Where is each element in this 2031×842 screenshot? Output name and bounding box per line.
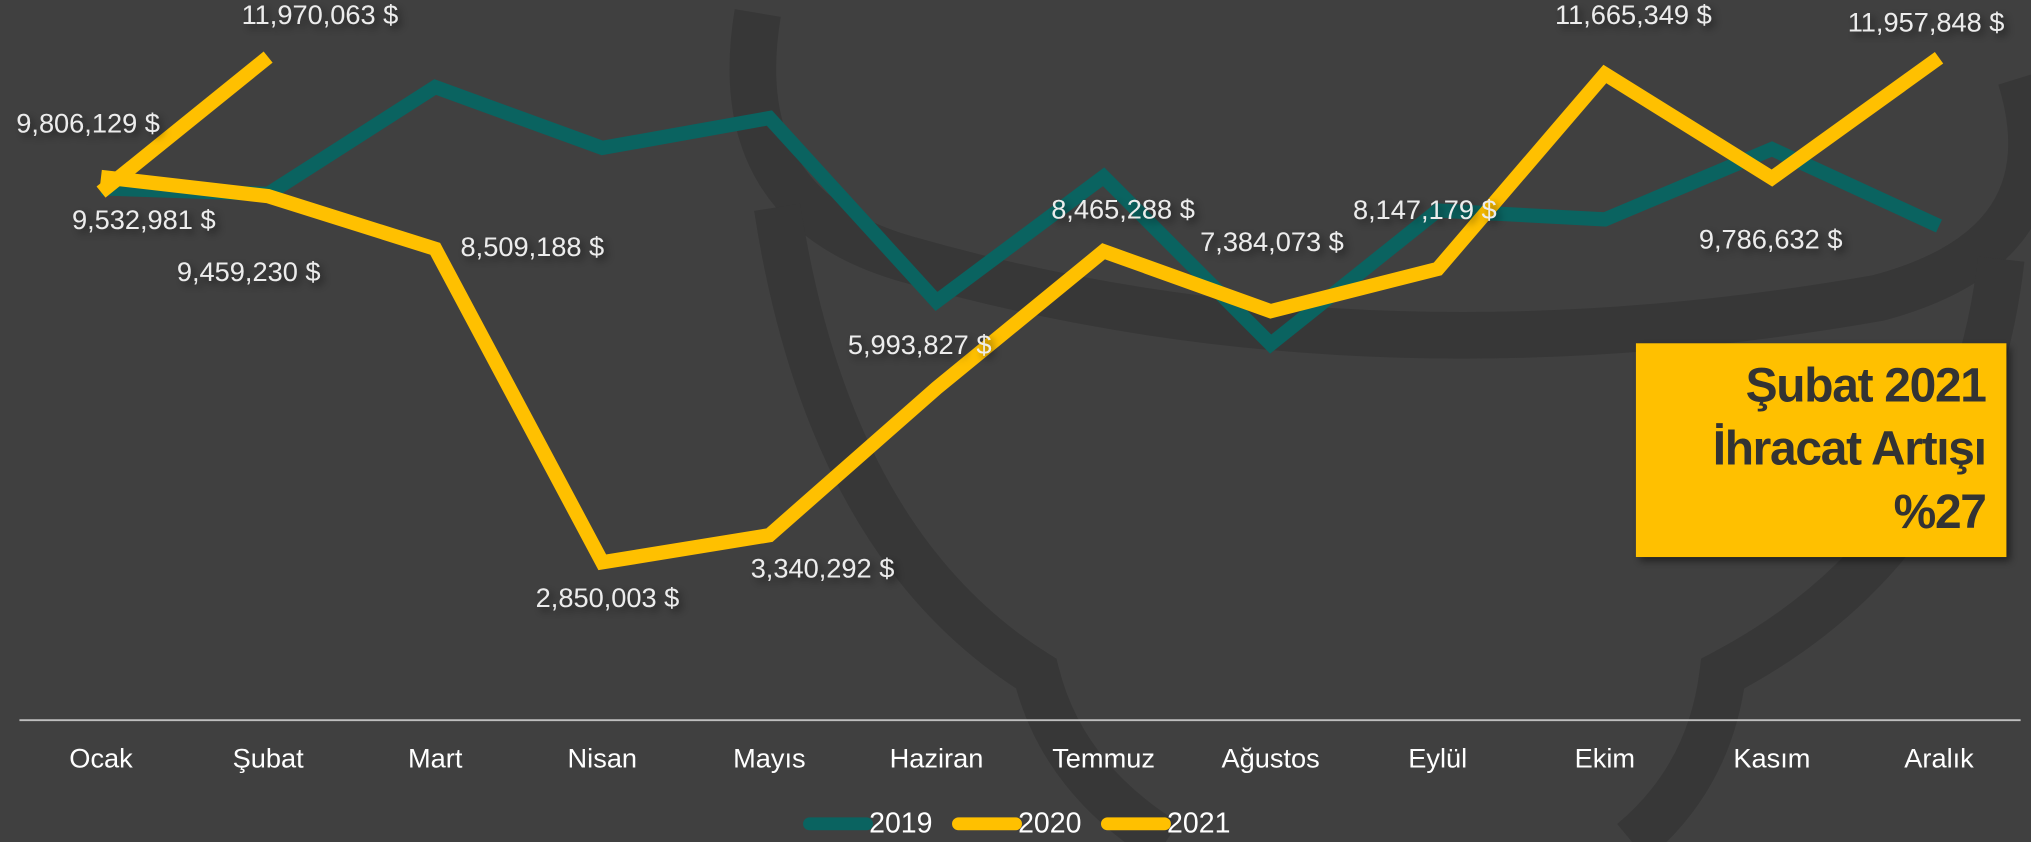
x-tick-label: Ağustos: [1222, 743, 1320, 774]
value-label: 3,340,292 $: [751, 552, 895, 583]
value-label: 8,147,179 $: [1353, 194, 1497, 225]
page: {"chart_data": { "type": "line", "catego…: [0, 0, 2031, 842]
chart: 9,806,129 $ 9,459,230 $ 8,509,188 $ 2,850,0…: [0, 0, 2031, 842]
x-tick-label: Mart: [408, 743, 463, 774]
value-label: 9,532,981 $: [72, 204, 216, 235]
x-tick-label: Eylül: [1408, 743, 1467, 774]
value-label: 8,509,188 $: [461, 231, 605, 262]
value-label: 11,665,349 $: [1555, 0, 1712, 30]
x-tick-label: Ekim: [1575, 743, 1635, 774]
value-label: 11,957,848 $: [1848, 6, 2005, 37]
x-tick-label: Haziran: [890, 743, 984, 774]
legend-label: 2021: [1167, 808, 1230, 840]
x-tick-label: Kasım: [1733, 743, 1810, 774]
x-tick-label: Temmuz: [1052, 743, 1155, 774]
x-tick-label: Şubat: [233, 743, 304, 774]
x-tick-label: Nisan: [568, 743, 638, 774]
legend-label: 2019: [869, 808, 932, 840]
value-label: 7,384,073 $: [1200, 226, 1344, 257]
value-label: 9,459,230 $: [177, 256, 321, 287]
value-label: 8,465,288 $: [1051, 193, 1195, 224]
value-label: 11,970,063 $: [242, 0, 399, 30]
annotation-text: %27: [1894, 486, 1986, 539]
annotation-box: Şubat 2021 İhracat Artışı %27: [1636, 343, 2006, 557]
x-tick-label: Aralık: [1904, 743, 1974, 774]
value-label: 9,806,129 $: [16, 107, 160, 138]
value-label: 5,993,827 $: [848, 329, 992, 360]
x-tick-label: Ocak: [69, 743, 133, 774]
x-tick-label: Mayıs: [733, 743, 806, 774]
value-label: 9,786,632 $: [1699, 224, 1843, 255]
legend: 2019 2020 2021: [810, 808, 1231, 840]
value-label: 2,850,003 $: [536, 582, 680, 613]
legend-label: 2020: [1018, 808, 1081, 840]
annotation-text: İhracat Artışı: [1713, 423, 1986, 476]
annotation-text: Şubat 2021: [1746, 359, 1987, 412]
